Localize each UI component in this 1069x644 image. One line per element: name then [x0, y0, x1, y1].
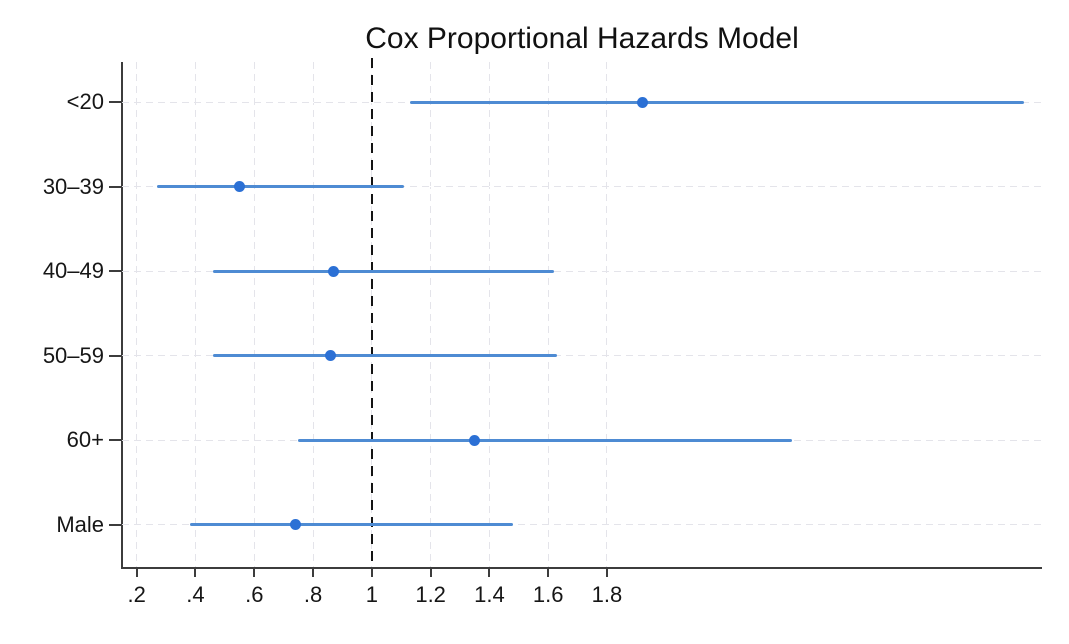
x-tick-label: .8 — [303, 582, 323, 607]
x-tick-label: .2 — [127, 582, 146, 607]
y-tick-label: 30–39 — [42, 173, 104, 199]
confidence-interval — [298, 438, 793, 442]
x-tick-label: 1.4 — [474, 582, 505, 607]
x-tick — [488, 569, 491, 577]
x-gridline — [547, 62, 549, 567]
x-tick — [135, 569, 138, 577]
chart-title: Cox Proportional Hazards Model — [365, 22, 799, 55]
x-gridline — [430, 62, 432, 567]
y-tick-label: 60+ — [66, 427, 104, 452]
confidence-interval — [189, 523, 513, 526]
y-tick — [109, 523, 122, 526]
x-gridline — [136, 62, 138, 567]
x-axis-line — [121, 567, 1042, 569]
x-tick-label: .4 — [186, 582, 205, 607]
y-tick — [109, 185, 122, 188]
x-gridline — [194, 62, 196, 567]
confidence-interval — [213, 269, 555, 273]
point-estimate-marker — [328, 265, 340, 277]
x-tick — [605, 569, 608, 577]
x-tick — [194, 569, 197, 577]
x-tick-label: .6 — [245, 582, 264, 607]
confidence-interval — [410, 100, 1025, 104]
y-tick-label: 50–59 — [42, 342, 104, 368]
x-gridline — [606, 62, 608, 567]
y-tick-label: 40–49 — [42, 258, 104, 283]
y-axis-line — [121, 62, 123, 568]
y-gridline — [122, 186, 1042, 187]
y-gridline — [122, 270, 1042, 272]
y-gridline — [122, 355, 1042, 356]
x-tick — [370, 569, 373, 577]
y-tick — [109, 101, 122, 103]
point-estimate-marker — [469, 434, 481, 446]
point-estimate-marker — [234, 181, 246, 192]
y-tick-label: <20 — [66, 89, 104, 114]
x-tick-label: 1.6 — [532, 582, 564, 607]
point-estimate-marker — [289, 519, 301, 530]
x-tick-label: 1.2 — [415, 582, 446, 607]
x-tick — [547, 569, 550, 577]
point-estimate-marker — [636, 96, 648, 108]
plot-area: <20 30–39 40–49 50–59 60+ Male .2 .4 .6 .8 1 1.2 1.4… — [43, 58, 1042, 607]
point-estimate-marker — [325, 350, 337, 361]
y-tick-label: Male — [56, 511, 104, 537]
confidence-interval — [213, 354, 557, 357]
y-tick — [109, 270, 122, 272]
confidence-interval — [157, 185, 405, 188]
x-tick — [429, 569, 432, 577]
x-tick-label: 1 — [365, 582, 378, 607]
x-gridline — [253, 62, 255, 567]
x-tick — [312, 569, 315, 577]
x-gridline — [488, 62, 490, 567]
y-gridline — [122, 524, 1042, 525]
x-gridline — [312, 62, 314, 567]
y-tick — [109, 354, 122, 357]
x-tick-label: 1.8 — [591, 582, 623, 607]
x-tick — [253, 569, 256, 577]
y-tick — [109, 439, 122, 441]
reference-line — [370, 58, 373, 568]
